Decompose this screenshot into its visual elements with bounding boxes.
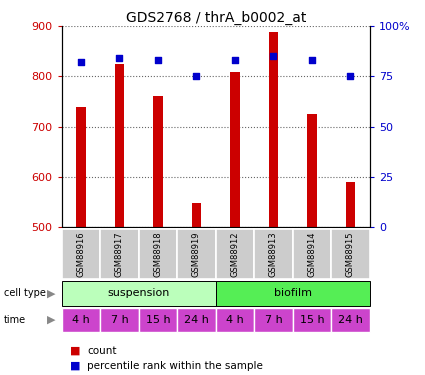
Text: ▶: ▶ (47, 315, 55, 325)
Text: 15 h: 15 h (300, 315, 324, 325)
Bar (346, 182, 355, 227)
Bar (254, 229, 293, 279)
Bar (230, 72, 240, 227)
Text: 7 h: 7 h (265, 315, 282, 325)
Text: suspension: suspension (108, 288, 170, 298)
Text: ▶: ▶ (47, 288, 55, 298)
Text: 4 h: 4 h (72, 315, 90, 325)
Bar (100, 308, 139, 332)
Text: 4 h: 4 h (226, 315, 244, 325)
Text: 7 h: 7 h (110, 315, 128, 325)
Point (232, 57, 238, 63)
Bar (100, 229, 139, 279)
Bar (153, 96, 163, 227)
Text: GSM88919: GSM88919 (192, 231, 201, 277)
Text: ■: ■ (70, 346, 81, 355)
Text: GSM88917: GSM88917 (115, 231, 124, 277)
Bar (331, 308, 370, 332)
Point (193, 74, 200, 80)
Bar (139, 229, 177, 279)
Text: percentile rank within the sample: percentile rank within the sample (87, 361, 263, 370)
Bar (177, 308, 215, 332)
Bar (62, 308, 100, 332)
Text: biofilm: biofilm (274, 288, 312, 298)
Text: time: time (4, 315, 26, 325)
Text: 24 h: 24 h (184, 315, 209, 325)
Bar (62, 281, 215, 306)
Bar (139, 308, 177, 332)
Text: GSM88914: GSM88914 (307, 231, 317, 277)
Text: cell type: cell type (4, 288, 46, 298)
Bar (215, 229, 254, 279)
Bar (215, 281, 370, 306)
Point (77, 59, 84, 65)
Bar (331, 229, 370, 279)
Text: GSM88913: GSM88913 (269, 231, 278, 277)
Bar (215, 308, 254, 332)
Bar (269, 32, 278, 227)
Bar (62, 229, 100, 279)
Text: 15 h: 15 h (146, 315, 170, 325)
Bar (293, 229, 331, 279)
Bar (76, 106, 86, 227)
Bar (293, 308, 331, 332)
Text: GSM88912: GSM88912 (230, 231, 239, 277)
Text: GSM88916: GSM88916 (76, 231, 85, 277)
Text: GSM88915: GSM88915 (346, 231, 355, 277)
Point (116, 56, 123, 62)
Text: count: count (87, 346, 116, 355)
Bar (177, 229, 215, 279)
Point (309, 57, 315, 63)
Point (155, 57, 162, 63)
Bar (115, 64, 124, 227)
Bar (307, 114, 317, 227)
Point (270, 53, 277, 59)
Text: ■: ■ (70, 361, 81, 370)
Point (347, 74, 354, 80)
Text: 24 h: 24 h (338, 315, 363, 325)
Title: GDS2768 / thrA_b0002_at: GDS2768 / thrA_b0002_at (125, 11, 306, 25)
Bar (192, 203, 201, 227)
Bar (254, 308, 293, 332)
Text: GSM88918: GSM88918 (153, 231, 162, 277)
